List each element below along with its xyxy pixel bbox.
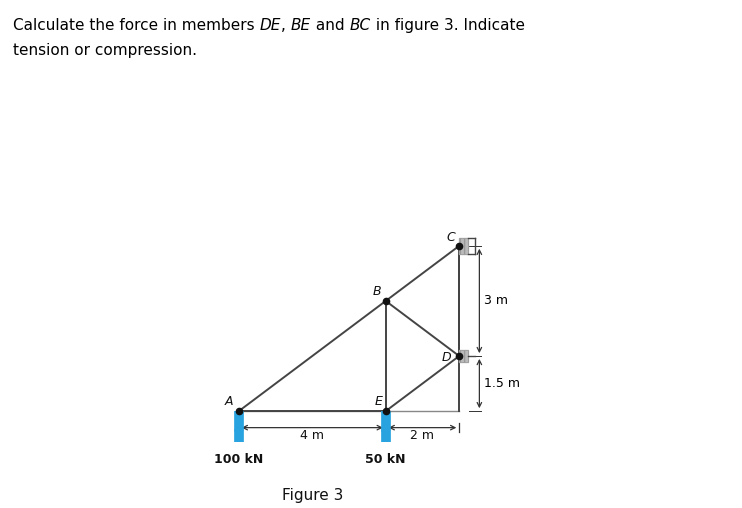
Text: A: A	[225, 395, 233, 408]
Bar	[459, 350, 468, 362]
Text: tension or compression.: tension or compression.	[13, 43, 197, 58]
Text: 2 m: 2 m	[410, 429, 435, 442]
Text: 50 kN: 50 kN	[366, 453, 406, 466]
Text: 1.5 m: 1.5 m	[484, 377, 520, 390]
Text: BC: BC	[349, 18, 371, 33]
Text: BE: BE	[291, 18, 311, 33]
Text: 100 kN: 100 kN	[214, 453, 263, 466]
Bar	[459, 350, 468, 362]
Text: Calculate the force in members: Calculate the force in members	[13, 18, 260, 33]
Text: DE: DE	[260, 18, 281, 33]
Text: 3 m: 3 m	[484, 295, 508, 307]
Text: 4 m: 4 m	[301, 429, 324, 442]
Text: D: D	[441, 352, 451, 364]
Text: in figure 3. Indicate: in figure 3. Indicate	[371, 18, 525, 33]
Text: B: B	[372, 285, 381, 298]
Text: E: E	[375, 395, 383, 408]
Text: Figure 3: Figure 3	[282, 488, 343, 503]
Text: ,: ,	[281, 18, 291, 33]
Text: C: C	[446, 231, 455, 244]
Bar	[459, 238, 468, 254]
Text: and: and	[311, 18, 349, 33]
Bar	[459, 238, 468, 254]
